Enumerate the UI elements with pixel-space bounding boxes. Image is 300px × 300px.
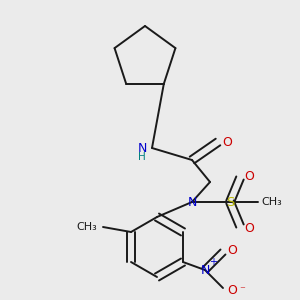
Text: O: O xyxy=(244,169,254,182)
Text: ⁻: ⁻ xyxy=(239,285,245,295)
Text: H: H xyxy=(138,152,146,162)
Text: N: N xyxy=(200,263,210,277)
Text: CH₃: CH₃ xyxy=(76,222,98,232)
Text: S: S xyxy=(226,196,234,208)
Text: O: O xyxy=(222,136,232,148)
Text: O: O xyxy=(227,244,237,256)
Text: CH₃: CH₃ xyxy=(262,197,282,207)
Text: O: O xyxy=(244,221,254,235)
Text: N: N xyxy=(187,196,197,208)
Text: N: N xyxy=(137,142,147,154)
Text: +: + xyxy=(209,257,217,267)
Text: O: O xyxy=(227,284,237,296)
